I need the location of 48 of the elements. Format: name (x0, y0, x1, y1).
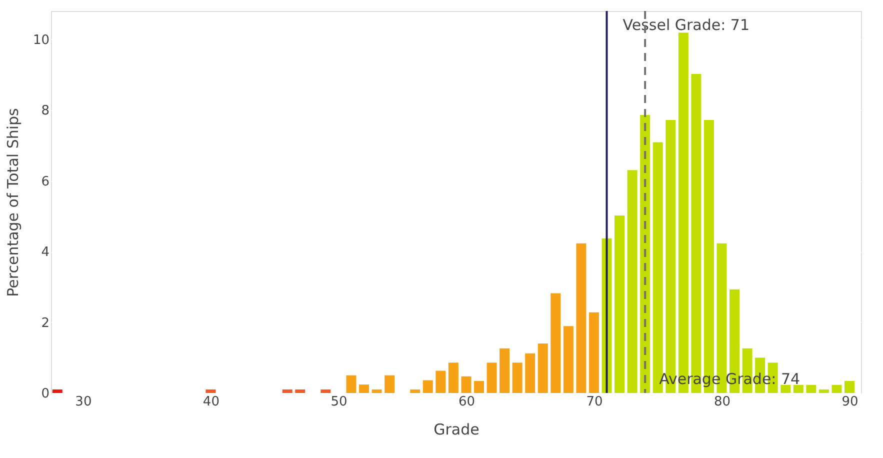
bar (422, 380, 433, 393)
bar (346, 375, 356, 393)
bar (576, 243, 586, 393)
bar (844, 380, 854, 393)
bar (818, 389, 829, 393)
x-tick-label: 60 (458, 394, 475, 410)
bar (359, 384, 370, 393)
bar (500, 348, 510, 393)
bar (320, 389, 331, 393)
bar (832, 384, 842, 393)
bar (461, 376, 472, 393)
bar (295, 389, 306, 393)
y-tick-label: 6 (41, 174, 50, 190)
bar (282, 389, 292, 393)
bar (563, 326, 574, 393)
bar (793, 384, 804, 393)
bar (614, 215, 625, 393)
bar (372, 389, 382, 393)
y-tick-label: 4 (41, 245, 50, 260)
bar (474, 380, 484, 393)
x-axis-title: Grade (434, 420, 480, 438)
bar (410, 389, 420, 393)
bar (436, 370, 446, 393)
bar (780, 384, 791, 393)
y-axis-title: Percentage of Total Ships (4, 108, 22, 297)
bar (538, 343, 548, 393)
bar (588, 312, 599, 393)
bar (627, 170, 638, 393)
bar (448, 362, 458, 393)
y-tick-label: 8 (41, 104, 50, 119)
bar (525, 353, 536, 393)
ref-line-label: Vessel Grade: 71 (622, 16, 750, 34)
y-tick-label: 10 (32, 32, 50, 48)
bar (384, 375, 395, 393)
bar (512, 362, 522, 393)
bar (806, 384, 816, 393)
x-tick-label: 80 (714, 394, 731, 410)
bar (206, 389, 216, 393)
y-tick-label: 0 (41, 386, 50, 402)
x-tick-label: 90 (842, 394, 858, 410)
bar (486, 362, 497, 393)
bar (550, 293, 561, 393)
bar (52, 389, 62, 393)
x-tick-label: 40 (202, 394, 220, 410)
y-tick-label: 2 (41, 316, 50, 331)
x-tick-label: 70 (586, 394, 603, 410)
x-tick-label: 50 (330, 394, 348, 410)
x-tick-label: 30 (75, 394, 92, 410)
